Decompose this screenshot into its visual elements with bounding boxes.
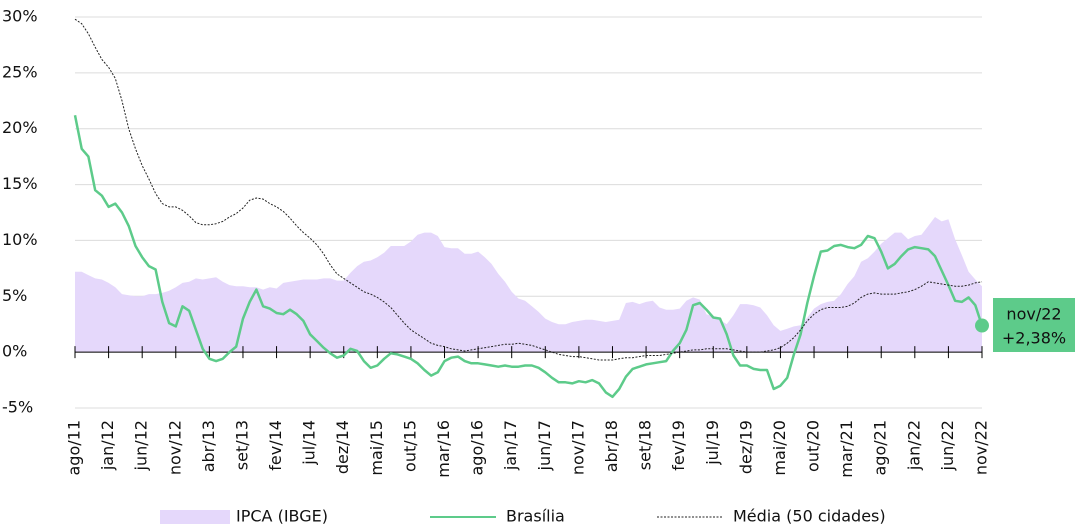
x-tick-label: fev/14 [266, 420, 285, 471]
area [75, 217, 982, 353]
y-tick-label: -5% [2, 398, 33, 417]
annotation-box [993, 298, 1075, 352]
y-tick-label: 20% [2, 118, 38, 137]
x-tick-label: ago/16 [468, 420, 487, 476]
x-tick-label: dez/19 [736, 420, 755, 474]
x-tick-label: fev/19 [669, 420, 688, 471]
x-tick-label: dez/14 [333, 420, 352, 474]
x-tick-label: ago/11 [65, 420, 84, 476]
x-tick-label: out/15 [400, 420, 419, 472]
x-tick-label: jun/12 [132, 420, 151, 471]
x-tick-label: jan/22 [904, 420, 923, 471]
legend-label: Brasília [506, 507, 565, 526]
legend-label: IPCA (IBGE) [236, 507, 328, 526]
x-tick-label: jun/17 [535, 420, 554, 471]
x-tick-label: mai/20 [770, 420, 789, 476]
x-tick-label: nov/12 [165, 420, 184, 475]
line [73, 115, 984, 399]
x-tick-label: set/18 [636, 420, 655, 470]
y-tick-label: 5% [2, 286, 27, 305]
x-tick-label: ago/21 [871, 420, 890, 476]
x-tick-label: mai/15 [367, 420, 386, 476]
x-tick-label: jul/19 [703, 420, 722, 466]
x-tick-label: out/20 [804, 420, 823, 472]
x-tick-label: mar/16 [434, 420, 453, 478]
y-tick-label: 0% [2, 342, 27, 361]
x-tick-label: abr/13 [199, 420, 218, 472]
y-tick-label: 25% [2, 62, 38, 81]
y-tick-label: 10% [2, 230, 38, 249]
legend-swatch [160, 510, 230, 524]
x-tick-label: jan/17 [501, 420, 520, 471]
x-tick-label: jan/12 [98, 420, 117, 471]
y-tick-label: 15% [2, 174, 38, 193]
x-tick-label: nov/22 [972, 420, 991, 475]
annotation: +2,38% [1002, 329, 1066, 348]
x-tick-label: jul/14 [300, 420, 319, 466]
x-tick-label: nov/17 [568, 420, 587, 475]
end-dot [975, 318, 989, 333]
x-tick-label: abr/18 [602, 420, 621, 472]
x-tick-label: mar/21 [837, 420, 856, 478]
legend-label: Média (50 cidades) [733, 507, 886, 526]
y-tick-label: 30% [2, 7, 38, 26]
annotation: nov/22 [1006, 305, 1061, 324]
x-tick-label: jun/22 [938, 420, 957, 471]
x-tick-label: set/13 [232, 420, 251, 470]
